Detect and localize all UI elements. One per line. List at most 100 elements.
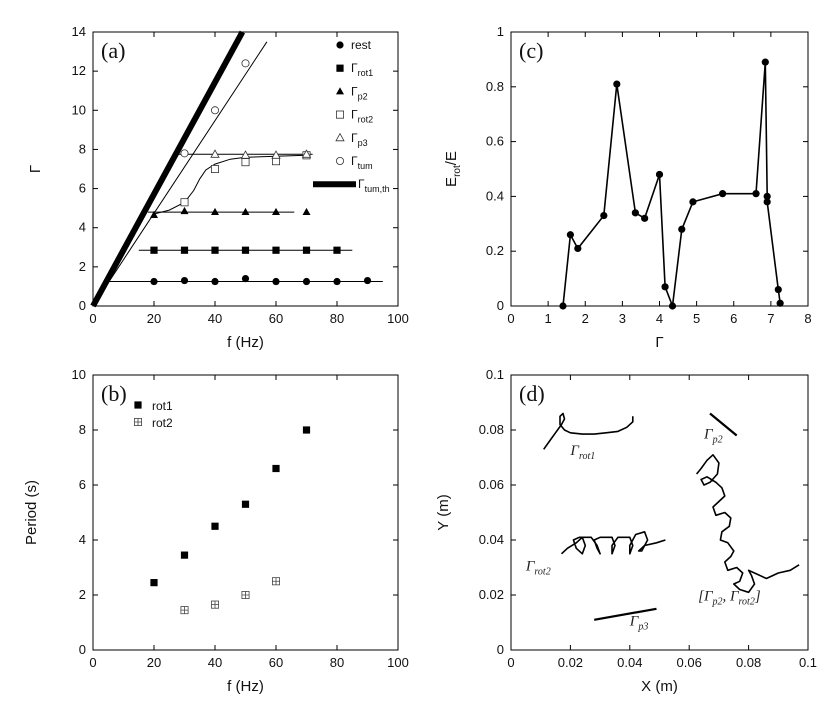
x-tick-label: 8 xyxy=(804,311,811,326)
data-point xyxy=(210,600,219,609)
y-tick-label: 10 xyxy=(72,102,86,117)
x-tick-label: 0 xyxy=(507,311,514,326)
x-axis-label: Γ xyxy=(655,334,663,351)
panel-label: (b) xyxy=(101,381,127,406)
data-point xyxy=(336,87,344,95)
data-point xyxy=(272,277,280,286)
x-tick-label: 20 xyxy=(147,311,161,326)
data-point xyxy=(302,277,311,286)
panel-c: 0 1 2 3 4 5 6 7 8 0 0.2 0.4 0.6 0.8 1 Γ (c) Erot/E xyxy=(443,24,812,351)
data-point xyxy=(272,464,280,473)
data-point xyxy=(335,110,344,119)
data-point xyxy=(302,246,311,254)
data-point xyxy=(752,190,760,198)
y-tick-label: 0.02 xyxy=(479,587,504,602)
y-tick-label: 10 xyxy=(72,367,86,382)
data-point xyxy=(668,302,677,310)
data-point xyxy=(241,500,250,508)
data-point xyxy=(335,156,344,165)
trajectory-annotation: Γrot1 xyxy=(569,443,595,462)
data-point xyxy=(210,149,220,158)
x-tick-label: 3 xyxy=(619,311,626,326)
plot-frame-b xyxy=(92,374,399,651)
y-tick-label: 8 xyxy=(79,422,86,437)
y-tick-label: 0.06 xyxy=(479,477,504,492)
y-tick-label: 0 xyxy=(497,642,504,657)
data-point xyxy=(134,401,142,409)
y-axis-label: Y (m) xyxy=(435,494,452,530)
data-point xyxy=(211,277,219,286)
data-point xyxy=(150,277,158,286)
fit-line-tum-fit xyxy=(92,41,268,307)
legend-entry: Γtum xyxy=(351,154,373,171)
x-tick-label: 5 xyxy=(693,311,700,326)
data-point xyxy=(559,302,567,310)
panel-b: 0 20 40 60 80 100 0 2 4 6 8 10 f (Hz) (b) Period (s) ro… xyxy=(23,367,409,695)
data-point xyxy=(613,80,621,88)
x-tick-label: 0.1 xyxy=(799,655,817,670)
y-tick-label: 2 xyxy=(79,587,86,602)
y-tick-label: 6 xyxy=(79,477,86,492)
x-tick-label: 0.06 xyxy=(677,655,702,670)
data-point xyxy=(719,190,727,198)
x-tick-label: 0.08 xyxy=(736,655,761,670)
y-tick-label: 0.2 xyxy=(486,243,504,258)
legend-entry: Γtum,th xyxy=(358,177,390,194)
data-point xyxy=(774,285,782,294)
data-point xyxy=(180,149,189,158)
data-point xyxy=(150,579,158,587)
x-tick-label: 0 xyxy=(507,655,514,670)
p3-trajectory xyxy=(594,607,657,621)
x-tick-label: 2 xyxy=(582,311,589,326)
legend-entry: Γrot1 xyxy=(351,61,373,78)
x-tick-label: 0 xyxy=(89,655,96,670)
trajectory-annotation: [Γp2, Γrot2] xyxy=(698,589,761,608)
data-point xyxy=(600,211,608,220)
legend-entry: rot2 xyxy=(152,416,173,430)
data-point xyxy=(271,150,281,159)
legend-entry: rot1 xyxy=(152,399,173,413)
data-point xyxy=(301,149,312,158)
series-line xyxy=(562,62,781,307)
y-axis-label: Erot/E xyxy=(443,151,463,187)
x-tick-label: 6 xyxy=(730,311,737,326)
data-point xyxy=(150,210,158,218)
data-point xyxy=(180,198,189,207)
data-point xyxy=(336,41,344,49)
panel-label: (d) xyxy=(519,381,545,406)
panel-label: (c) xyxy=(519,38,543,63)
legend-entry: Γrot2 xyxy=(351,108,373,125)
data-point xyxy=(180,206,189,215)
x-tick-label: 20 xyxy=(147,655,161,670)
data-point xyxy=(241,246,250,254)
x-tick-label: 40 xyxy=(208,311,222,326)
rot1-trajectory xyxy=(543,412,634,450)
y-tick-label: 0.6 xyxy=(486,134,504,149)
data-point-cross xyxy=(211,601,219,609)
data-point xyxy=(566,231,575,239)
y-tick-label: 12 xyxy=(72,63,86,78)
data-point xyxy=(335,132,345,142)
y-tick-label: 8 xyxy=(79,141,86,156)
plot-frame-a xyxy=(92,31,399,307)
trajectory-annotation: Γrot2 xyxy=(525,558,551,577)
y-tick-label: 4 xyxy=(79,532,86,547)
data-point xyxy=(689,198,697,206)
x-tick-label: 100 xyxy=(387,655,409,670)
y-tick-label: 6 xyxy=(79,181,86,196)
y-tick-label: 2 xyxy=(79,259,86,274)
data-point xyxy=(211,207,219,216)
data-point xyxy=(655,170,664,179)
data-point xyxy=(133,417,142,426)
data-point-cross xyxy=(241,591,250,599)
data-point xyxy=(661,283,669,291)
panel-label: (a) xyxy=(101,38,125,63)
y-tick-label: 1 xyxy=(497,24,504,39)
data-point xyxy=(333,277,341,286)
data-point xyxy=(241,591,250,600)
y-tick-label: 0 xyxy=(79,298,86,313)
legend-entry: Γp3 xyxy=(351,131,368,148)
panel-d: 0 0.02 0.04 0.06 0.08 0.1 0 0.02 0.04 0.06 0.08 0.1… xyxy=(435,367,817,695)
data-point xyxy=(271,577,280,586)
